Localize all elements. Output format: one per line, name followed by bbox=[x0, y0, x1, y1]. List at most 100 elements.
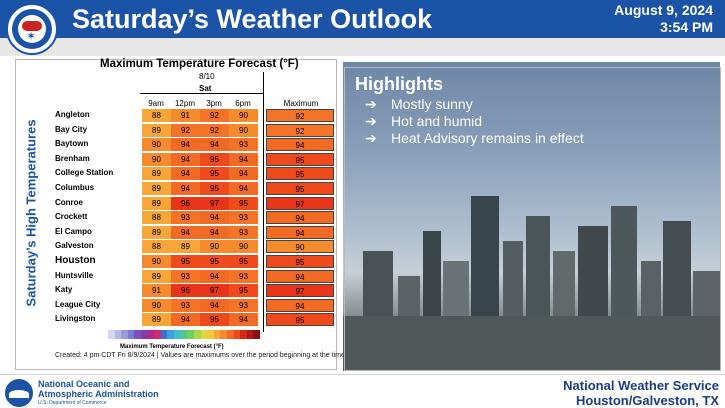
temperature-cell: 95 bbox=[200, 167, 229, 181]
city-name: Houston bbox=[55, 255, 96, 266]
color-scale-swatch bbox=[233, 330, 241, 339]
color-scale-swatch bbox=[174, 330, 182, 339]
temperature-cell: 90 bbox=[229, 240, 258, 254]
temperature-cell: 89 bbox=[142, 196, 171, 210]
highlights-title: Highlights bbox=[355, 74, 443, 94]
temperature-cell: 93 bbox=[229, 298, 258, 312]
noaa-department: U.S. Department of Commerce bbox=[38, 400, 107, 406]
color-scale-swatch bbox=[220, 330, 228, 339]
temperature-cell: 94 bbox=[171, 167, 200, 181]
office-location: Houston/Galveston, TX bbox=[575, 393, 719, 408]
temperature-cell: 95 bbox=[200, 152, 229, 166]
temperature-cell: 94 bbox=[200, 298, 229, 312]
temperature-cell: 94 bbox=[200, 269, 229, 283]
color-scale-swatch bbox=[253, 330, 261, 339]
temperature-cell: 96 bbox=[171, 284, 200, 298]
temperature-cell: 91 bbox=[142, 284, 171, 298]
temperature-cell: 96 bbox=[171, 196, 200, 210]
temperature-cell: 91 bbox=[171, 109, 200, 122]
office-name: National Weather Service bbox=[563, 378, 719, 393]
header-date: August 9, 2024 bbox=[614, 2, 713, 18]
color-scale-bar bbox=[108, 330, 261, 339]
temperature-cell: 94 bbox=[229, 152, 258, 166]
color-scale-swatch bbox=[246, 330, 254, 339]
highlight-item: ➔ Mostly sunny bbox=[365, 96, 473, 112]
temperature-cell: 90 bbox=[200, 240, 229, 254]
color-scale-swatch bbox=[200, 330, 208, 339]
temperature-cell: 93 bbox=[229, 225, 258, 239]
temperature-cell: 95 bbox=[229, 196, 258, 210]
city-name: League City bbox=[55, 299, 101, 309]
color-scale-label: Maximum Temperature Forecast (°F) bbox=[120, 344, 224, 350]
color-scale-swatch bbox=[154, 330, 162, 339]
city-name: College Station bbox=[55, 168, 114, 178]
temperature-cell: 94 bbox=[171, 152, 200, 166]
column-header: 3pm bbox=[206, 99, 222, 108]
arrow-right-icon: ➔ bbox=[365, 96, 377, 112]
city-name: Columbus bbox=[55, 183, 95, 192]
highlight-item: ➔ Hot and humid bbox=[365, 113, 483, 129]
max-temperature-cell: 94 bbox=[266, 269, 334, 283]
color-scale-swatch bbox=[134, 330, 142, 339]
temperature-cell: 95 bbox=[200, 313, 229, 327]
city-name: Huntsville bbox=[55, 270, 94, 280]
temperature-cell: 90 bbox=[142, 255, 171, 268]
temperature-cell: 93 bbox=[171, 211, 200, 225]
temperature-cell: 93 bbox=[171, 269, 200, 283]
noaa-name-line1: National Oceanic and bbox=[38, 379, 130, 389]
temperature-cell: 94 bbox=[171, 313, 200, 327]
header-datetime: August 9, 2024 3:54 PM bbox=[614, 2, 713, 36]
max-temperature-cell: 97 bbox=[266, 284, 334, 298]
temperature-cell: 93 bbox=[229, 211, 258, 225]
city-name: Katy bbox=[55, 285, 73, 295]
temperature-cell: 94 bbox=[171, 138, 200, 152]
side-label: Saturday’s High Temperatures bbox=[23, 119, 39, 307]
temperature-cell: 89 bbox=[142, 269, 171, 283]
temperature-cell: 88 bbox=[142, 240, 171, 254]
temperature-cell: 95 bbox=[171, 255, 200, 268]
city-name: Baytown bbox=[55, 139, 89, 149]
column-header: 6pm bbox=[235, 99, 251, 108]
city-name: Brenham bbox=[55, 153, 90, 163]
color-scale-swatch bbox=[167, 330, 175, 339]
temperature-cell: 89 bbox=[142, 313, 171, 327]
temperature-cell: 94 bbox=[229, 167, 258, 181]
temperature-cell: 89 bbox=[142, 225, 171, 239]
temperature-cell: 90 bbox=[142, 152, 171, 166]
city-name: Bay City bbox=[55, 124, 88, 134]
temperature-cell: 92 bbox=[171, 123, 200, 137]
temperature-cell: 90 bbox=[142, 138, 171, 152]
temperature-cell: 94 bbox=[200, 138, 229, 152]
city-name: Angleton bbox=[55, 110, 90, 119]
column-header: 12pm bbox=[174, 99, 195, 108]
color-scale-swatch bbox=[160, 330, 168, 339]
houston-skyline-photo bbox=[343, 62, 720, 371]
temperature-cell: 94 bbox=[200, 225, 229, 239]
temperature-cell: 92 bbox=[200, 123, 229, 137]
noaa-name-line2: Atmospheric Administration bbox=[38, 389, 159, 399]
highlight-item: ➔ Heat Advisory remains in effect bbox=[365, 130, 584, 146]
temperature-cell: 89 bbox=[171, 240, 200, 254]
temperature-cell: 97 bbox=[200, 284, 229, 298]
header-stripe bbox=[0, 38, 725, 56]
max-temperature-cell: 92 bbox=[266, 123, 334, 137]
max-temperature-cell: 94 bbox=[266, 225, 334, 239]
header-time: 3:54 PM bbox=[660, 19, 713, 35]
temperature-cell: 95 bbox=[229, 255, 258, 268]
max-temperature-cell: 94 bbox=[266, 138, 334, 152]
temperature-cell: 90 bbox=[142, 298, 171, 312]
temperature-cell: 95 bbox=[200, 182, 229, 195]
city-name: Livingston bbox=[55, 314, 96, 324]
header-bar bbox=[0, 0, 725, 38]
color-scale-swatch bbox=[180, 330, 188, 339]
temperature-cell: 94 bbox=[171, 225, 200, 239]
temperature-cell: 94 bbox=[229, 182, 258, 195]
color-scale-swatch bbox=[108, 330, 116, 339]
color-scale-swatch bbox=[147, 330, 155, 339]
city-name: Crockett bbox=[55, 212, 88, 222]
temperature-cell: 94 bbox=[171, 182, 200, 195]
temperature-cell: 93 bbox=[229, 138, 258, 152]
temperature-cell: 94 bbox=[229, 313, 258, 327]
temperature-cell: 88 bbox=[142, 211, 171, 225]
photo-frame bbox=[344, 67, 721, 371]
